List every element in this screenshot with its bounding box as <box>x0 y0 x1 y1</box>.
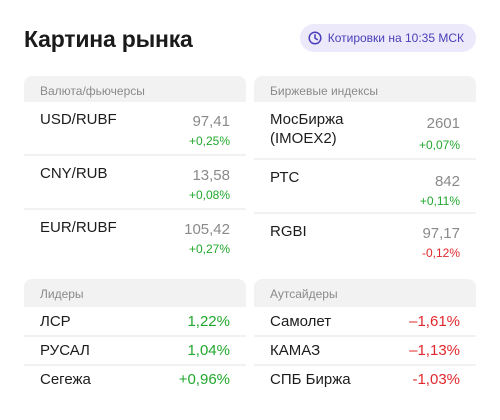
instrument-price: 2601 <box>426 115 460 132</box>
stock-name: РУСАЛ <box>40 342 90 359</box>
instrument-name: РТС <box>270 169 300 186</box>
stock-change: –1,61% <box>409 313 460 330</box>
clock-icon <box>308 31 322 45</box>
instrument-change: +0,07% <box>418 138 460 152</box>
instrument-name: RGBI <box>270 223 307 240</box>
instrument-name: CNY/RUB <box>40 165 108 182</box>
instrument-change: +0,25% <box>188 134 230 148</box>
instrument-price: 97,41 <box>192 113 230 130</box>
stock-change: 1,04% <box>187 342 230 359</box>
leader-row-lsr[interactable]: ЛСР 1,22% <box>24 307 246 335</box>
currencies-heading: Валюта/фьючерсы <box>40 84 145 98</box>
leader-row-segezha[interactable]: Сегежа +0,96% <box>24 366 246 393</box>
stock-change: –1,13% <box>409 342 460 359</box>
quote-time-text: Котировки на 10:35 МСК <box>327 31 464 45</box>
quote-row-rgbi[interactable]: RGBI 97,17 -0,12% <box>254 214 476 267</box>
quote-row-cny[interactable]: CNY/RUB 13,58 +0,08% <box>24 156 246 208</box>
stock-name: СПБ Биржа <box>270 371 351 388</box>
leaders-heading: Лидеры <box>40 287 84 301</box>
instrument-price: 97,17 <box>422 225 460 242</box>
page-title: Картина рынка <box>24 26 193 52</box>
stock-change: -1,03% <box>412 371 460 388</box>
stock-name: ЛСР <box>40 313 71 330</box>
instrument-name: EUR/RUBF <box>40 219 117 236</box>
instrument-name: МосБиржа (IMOEX2) <box>270 111 344 147</box>
outsider-row-spb[interactable]: СПБ Биржа -1,03% <box>254 366 476 393</box>
currencies-panel: Валюта/фьючерсы USD/RUBF 97,41 +0,25% CN… <box>24 76 246 267</box>
header: Картина рынка Котировки на 10:35 МСК <box>24 24 476 56</box>
instrument-price: 842 <box>434 173 460 190</box>
outsider-row-kamaz[interactable]: КАМАЗ –1,13% <box>254 337 476 364</box>
leader-row-rusal[interactable]: РУСАЛ 1,04% <box>24 337 246 364</box>
stock-name: КАМАЗ <box>270 342 321 359</box>
instrument-change: -0,12% <box>421 246 460 260</box>
quote-time-badge: Котировки на 10:35 МСК <box>299 24 476 52</box>
indices-panel: Биржевые индексы МосБиржа (IMOEX2) 2601 … <box>254 76 476 267</box>
instrument-change: +0,11% <box>419 194 460 208</box>
stock-name: Сегежа <box>40 371 91 388</box>
instrument-change: +0,08% <box>188 188 230 202</box>
quote-row-rts[interactable]: РТС 842 +0,11% <box>254 160 476 212</box>
quote-row-imoex[interactable]: МосБиржа (IMOEX2) 2601 +0,07% <box>254 102 476 158</box>
quote-row-eur[interactable]: EUR/RUBF 105,42 +0,27% <box>24 210 246 267</box>
instrument-price: 13,58 <box>192 167 230 184</box>
leaders-panel: Лидеры ЛСР 1,22% РУСАЛ 1,04% Сегежа +0,9… <box>24 279 246 393</box>
instrument-name: USD/RUBF <box>40 111 117 128</box>
stock-change: 1,22% <box>187 313 230 330</box>
outsiders-panel: Аутсайдеры Самолет –1,61% КАМАЗ –1,13% С… <box>254 279 476 393</box>
indices-heading: Биржевые индексы <box>270 84 378 98</box>
instrument-change: +0,27% <box>188 242 230 256</box>
instrument-price: 105,42 <box>184 221 230 238</box>
stock-change: +0,96% <box>178 371 230 388</box>
outsiders-heading: Аутсайдеры <box>270 287 338 301</box>
stock-name: Самолет <box>270 313 332 330</box>
outsider-row-samolet[interactable]: Самолет –1,61% <box>254 307 476 335</box>
quote-row-usd[interactable]: USD/RUBF 97,41 +0,25% <box>24 102 246 154</box>
